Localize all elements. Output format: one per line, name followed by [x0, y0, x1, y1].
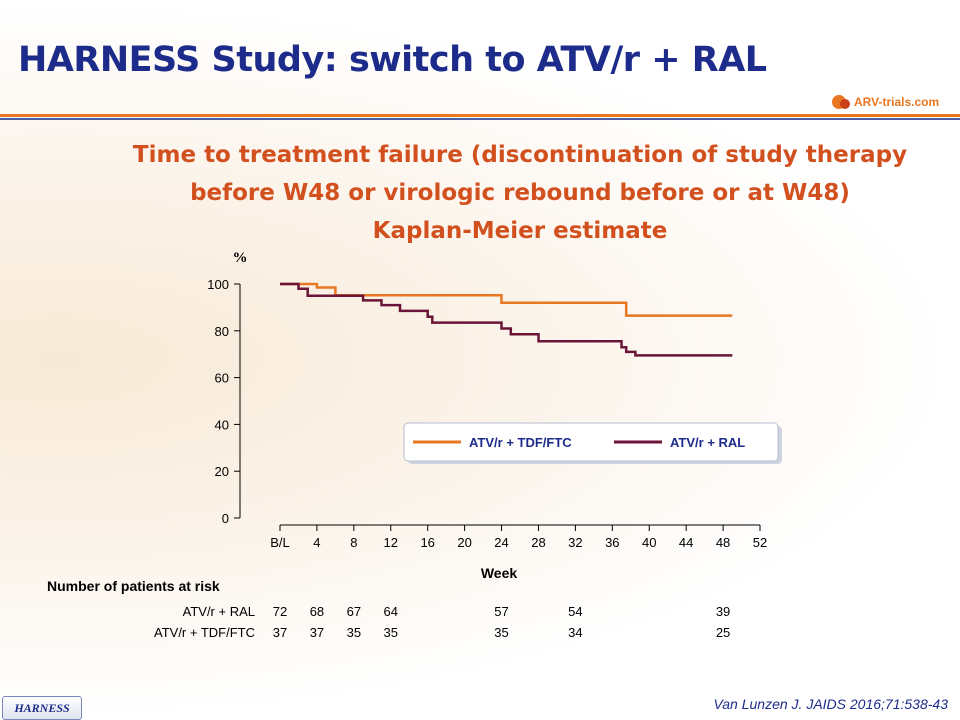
risk-row-label: ATV/r + RAL	[183, 604, 255, 619]
x-tick-label: B/L	[270, 535, 290, 550]
x-tick-label: 52	[753, 535, 767, 550]
series-line	[280, 282, 733, 357]
legend-label: ATV/r + TDF/FTC	[469, 435, 572, 450]
title-divider-orange	[0, 114, 960, 117]
series-line	[280, 282, 733, 317]
risk-cell: 25	[716, 625, 730, 640]
risk-row-label: ATV/r + TDF/FTC	[154, 625, 255, 640]
x-tick-label: 20	[457, 535, 471, 550]
y-tick-label: 60	[215, 371, 229, 386]
x-tick-label: 28	[531, 535, 545, 550]
risk-cell: 35	[347, 625, 361, 640]
risk-cell: 37	[273, 625, 287, 640]
x-tick-label: 44	[679, 535, 693, 550]
y-axis-label: %	[233, 250, 248, 266]
risk-cell: 72	[273, 604, 287, 619]
risk-cell: 64	[384, 604, 398, 619]
slide-title: HARNESS Study: switch to ATV/r + RAL	[18, 40, 767, 80]
risk-cell: 57	[494, 604, 508, 619]
x-tick-label: 4	[313, 535, 320, 550]
y-tick-label: 20	[215, 464, 229, 479]
x-tick-label: 40	[642, 535, 656, 550]
risk-cell: 39	[716, 604, 730, 619]
chart-subtitle-line3: Kaplan-Meier estimate	[372, 218, 668, 244]
chart-subtitle-line1: Time to treatment failure (discontinuati…	[132, 142, 908, 168]
chart-series	[280, 282, 733, 357]
x-tick-label: 16	[420, 535, 434, 550]
x-tick-label: 24	[494, 535, 508, 550]
legend-label: ATV/r + RAL	[670, 435, 745, 450]
logo-mark-icon-secondary	[840, 99, 850, 109]
risk-cell: 35	[494, 625, 508, 640]
arv-trials-logo: ARV-trials.com	[830, 93, 950, 113]
y-tick-label: 80	[215, 324, 229, 339]
x-tick-label: 32	[568, 535, 582, 550]
risk-cell: 67	[347, 604, 361, 619]
chart-legend: ATV/r + TDF/FTC ATV/r + RAL	[403, 422, 782, 464]
x-tick-label: 36	[605, 535, 619, 550]
x-axis-label: Week	[481, 565, 518, 581]
legend-box	[403, 422, 779, 462]
chart-subtitle-line2: before W48 or virologic rebound before o…	[190, 180, 850, 206]
risk-cell: 37	[310, 625, 324, 640]
y-tick-label: 40	[215, 417, 229, 432]
x-tick-label: 12	[384, 535, 398, 550]
risk-cell: 35	[384, 625, 398, 640]
study-badge: HARNESS	[2, 696, 82, 720]
y-tick-label: 100	[207, 277, 229, 292]
risk-cell: 34	[568, 625, 582, 640]
logo-text: ARV-trials.com	[854, 95, 940, 109]
risk-table-title: Number of patients at risk	[47, 578, 220, 594]
risk-cell: 54	[568, 604, 582, 619]
x-tick-label: 8	[350, 535, 357, 550]
x-tick-label: 48	[716, 535, 730, 550]
citation: Van Lunzen J. JAIDS 2016;71:538-43	[713, 696, 948, 712]
title-divider-blue	[0, 118, 960, 120]
y-tick-label: 0	[222, 511, 229, 526]
risk-table: Number of patients at risk ATV/r + RAL 72…	[47, 578, 730, 640]
risk-cell: 68	[310, 604, 324, 619]
